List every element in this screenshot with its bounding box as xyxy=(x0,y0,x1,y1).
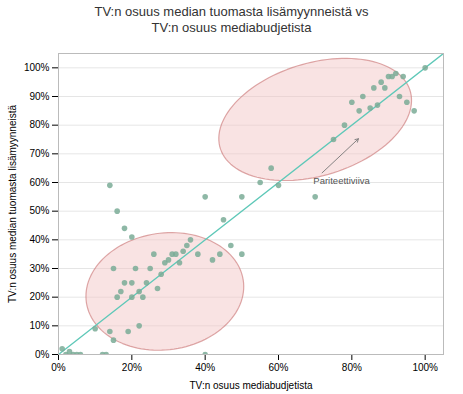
svg-text:0%: 0% xyxy=(35,348,50,359)
svg-text:TV:n osuus mediabudjetista: TV:n osuus mediabudjetista xyxy=(189,379,312,390)
svg-text:100%: 100% xyxy=(412,361,438,372)
svg-text:20%: 20% xyxy=(122,361,142,372)
svg-text:90%: 90% xyxy=(29,90,49,101)
svg-text:30%: 30% xyxy=(29,262,49,273)
svg-text:50%: 50% xyxy=(29,205,49,216)
svg-text:100%: 100% xyxy=(24,62,50,73)
svg-text:40%: 40% xyxy=(29,234,49,245)
svg-text:0%: 0% xyxy=(51,361,66,372)
svg-text:20%: 20% xyxy=(29,291,49,302)
html-text:TV:n osuus median tuomasta lis: TV:n osuus median tuomasta lisämyynneist… xyxy=(94,4,369,36)
svg-text:80%: 80% xyxy=(29,119,49,130)
svg-text:10%: 10% xyxy=(29,320,49,331)
svg-text:80%: 80% xyxy=(342,361,362,372)
svg-text:TV:n osuus median tuomasta lis: TV:n osuus median tuomasta lisämyynneist… xyxy=(7,104,18,302)
svg-text:60%: 60% xyxy=(29,176,49,187)
svg-text:40%: 40% xyxy=(195,361,215,372)
svg-text:Pariteettiviiva: Pariteettiviiva xyxy=(313,175,370,186)
svg-text:70%: 70% xyxy=(29,148,49,159)
svg-text:60%: 60% xyxy=(268,361,288,372)
